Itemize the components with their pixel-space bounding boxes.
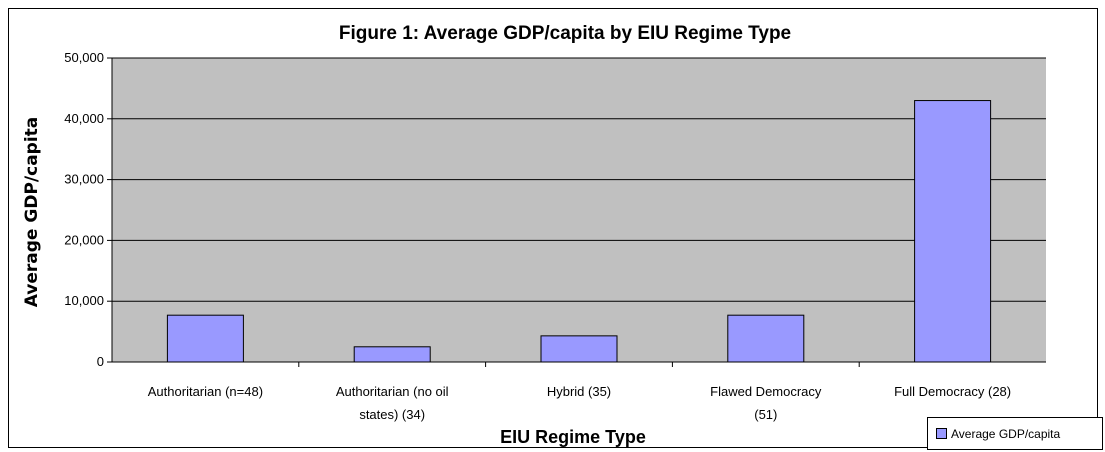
y-tick-label: 0 xyxy=(97,354,104,369)
category-label: Full Democracy (28) xyxy=(894,384,1011,399)
category-label: Hybrid (35) xyxy=(547,384,611,399)
bar xyxy=(727,314,805,363)
y-tick-label: 20,000 xyxy=(64,232,104,247)
legend: Average GDP/capita xyxy=(927,417,1103,450)
x-axis-label: EIU Regime Type xyxy=(500,427,646,447)
legend-swatch xyxy=(936,428,947,439)
x-axis-category-labels: Authoritarian (n=48) Authoritarian (no oi… xyxy=(148,362,1011,422)
plot-area xyxy=(112,58,1046,362)
category-label: Authoritarian (no oil states) (34) xyxy=(336,384,449,422)
bar xyxy=(166,314,244,363)
legend-label: Average GDP/capita xyxy=(951,426,1061,441)
y-tick-label: 30,000 xyxy=(64,172,104,187)
y-tick-label: 40,000 xyxy=(64,111,104,126)
category-label: Authoritarian (n=48) xyxy=(148,384,263,399)
y-axis-label: Average GDP/capita xyxy=(22,117,42,308)
gridlines xyxy=(112,57,1046,302)
y-axis-ticks: 0 10,000 20,000 30,000 40,000 50,000 xyxy=(64,50,112,369)
bar xyxy=(353,346,431,363)
bar xyxy=(540,335,618,363)
bar xyxy=(914,100,992,363)
category-label: Flawed Democracy (51) xyxy=(710,384,822,422)
y-tick-label: 50,000 xyxy=(64,50,104,65)
chart-title: Figure 1: Average GDP/capita by EIU Regi… xyxy=(339,23,791,44)
y-tick-label: 10,000 xyxy=(64,293,104,308)
bars xyxy=(166,100,992,363)
